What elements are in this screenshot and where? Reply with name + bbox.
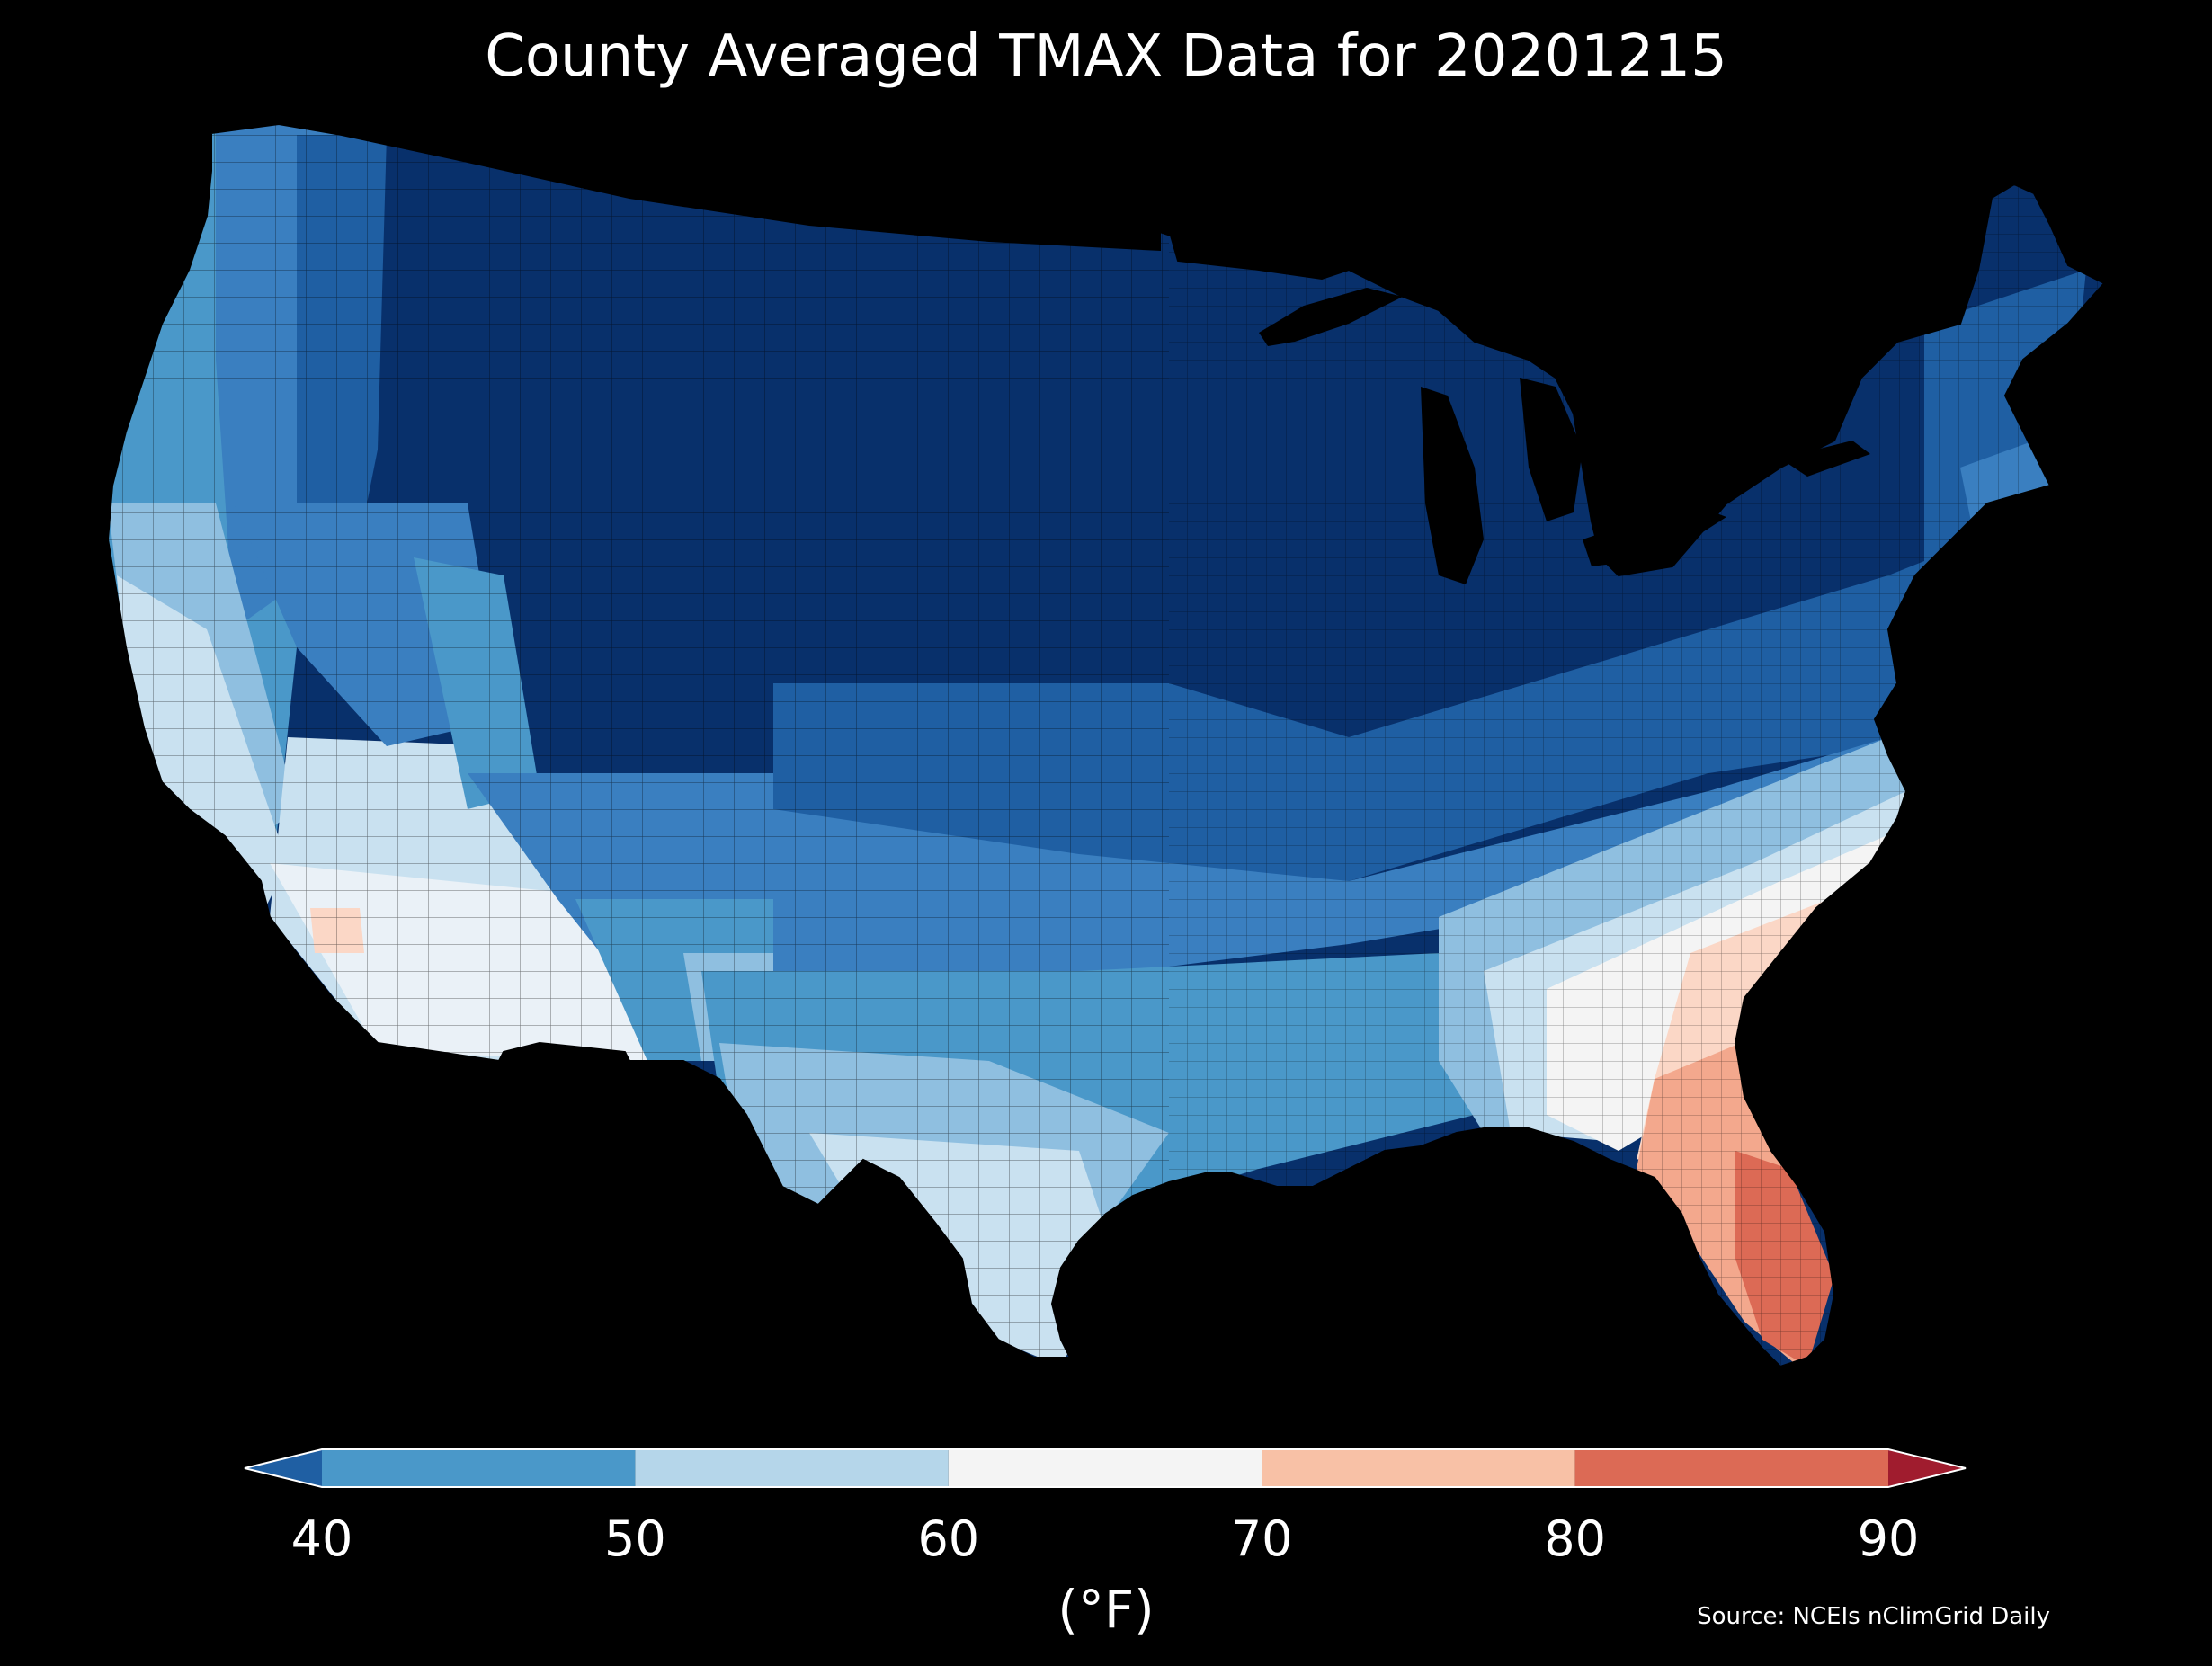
lake-erie <box>1583 503 1726 566</box>
colorbar-tick-label: 50 <box>604 1510 666 1567</box>
colorbar-bin-1 <box>322 1449 636 1487</box>
colorbar-tick-label: 60 <box>917 1510 980 1567</box>
colorbar-tick-label: 70 <box>1230 1510 1293 1567</box>
lake-michigan <box>1421 387 1484 584</box>
colorbar-bin-2 <box>635 1449 949 1487</box>
lake-ontario <box>1780 441 1870 477</box>
colorbar-bin-5 <box>1574 1449 1888 1487</box>
colorbar-tick-label: 80 <box>1544 1510 1606 1567</box>
lake-superior <box>1259 288 1403 346</box>
colorbar-bin-4 <box>1262 1449 1575 1487</box>
colorbar-units-label: (°F) <box>1057 1579 1155 1640</box>
source-label: Source: NCEIs nClimGrid Daily <box>1697 1603 2050 1630</box>
colorbar-bin-below <box>245 1449 322 1487</box>
colorbar-tick-label: 90 <box>1857 1510 1920 1567</box>
colorbar-bin-3 <box>948 1449 1262 1487</box>
lake-huron <box>1520 378 1583 521</box>
map-title: County Averaged TMAX Data for 20201215 <box>485 23 1727 90</box>
great-lakes <box>1259 288 1870 584</box>
colorbar-bin-above <box>1888 1449 1966 1487</box>
colorbar-tick-label: 40 <box>290 1510 353 1567</box>
colorbar-outline <box>244 1448 1967 1488</box>
